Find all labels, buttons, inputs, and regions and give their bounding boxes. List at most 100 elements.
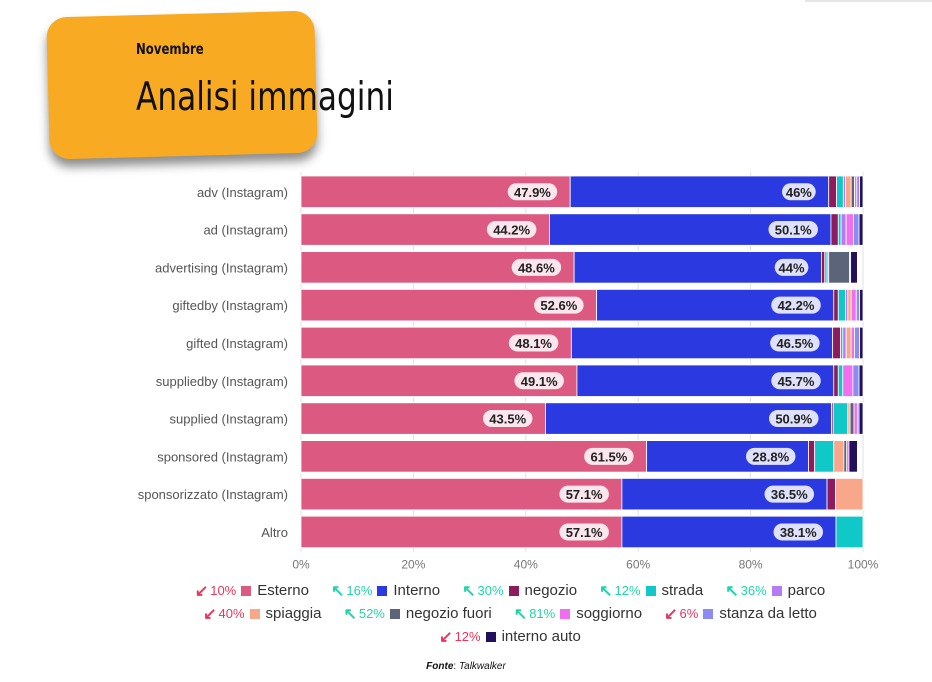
arrow-up-left-icon: ↖ [725,582,739,600]
data-label-pill [770,334,820,352]
legend-row: ↙ 12% interno auto [150,625,870,648]
legend-swatch [249,608,260,619]
trend-indicator: ↙ 40% [203,604,244,624]
data-label-pill [773,523,824,541]
category-label: giftedby (Instagram) [172,298,288,313]
arrow-down-left-icon: ↙ [664,605,678,623]
trend-indicator: ↖ 30% [462,581,503,601]
bar-segment-negozio-fuori [849,402,855,435]
data-label: 36.5% [771,487,808,502]
arrow-up-left-icon: ↖ [513,605,528,623]
data-label-pill [534,296,584,314]
trend-indicator: ↖ 52% [343,604,384,624]
bar-segment-negozio [808,440,816,473]
bar-segment-spiaggia [835,477,864,511]
data-label: 43.5% [489,412,526,427]
bar-segment-stanza-da-letto [854,326,861,360]
legend-row: ↙ 40% spiaggia ↖ 52% negozio fuori ↖ 81% soggior… [150,602,870,625]
trend-percent: 40% [218,606,245,621]
data-label-pill [514,372,564,390]
bar-segment-interno-auto [859,175,864,208]
bar-segment-spiaggia [833,440,845,473]
data-label-pill [559,523,609,541]
category-label: sponsored (Instagram) [157,449,288,464]
source-note: Fonte: Talkwalker [426,661,506,672]
data-label-pill [764,485,815,503]
x-tick-label: 40% [514,558,538,572]
bar-segment-interno-auto [858,402,864,435]
data-label-pill [771,296,821,314]
legend-item: ↖ 30% negozio [462,581,577,601]
bar-segment-negozio [833,364,839,397]
bar-segment-interno-auto [859,288,864,322]
data-label-pill [482,410,533,428]
legend-label: Esterno [257,582,309,599]
legend-swatch [241,585,252,596]
trend-percent: 81% [529,606,556,621]
bar-segment-strada [835,515,864,549]
data-label: 38.1% [780,525,817,540]
data-label-pill [771,372,821,390]
legend-row: ↙ 10% Esterno ↖ 16% Interno ↖ 30% negozio ↖ 12% str… [150,579,870,602]
data-label: 61.5% [590,449,627,464]
legend-item: ↙ 6% stanza da letto [664,604,817,624]
bar-segment-negozio [832,326,841,360]
trend-indicator: ↖ 36% [725,581,766,601]
page-title: Analisi immagini [136,75,394,120]
trend-indicator: ↖ 16% [331,581,372,601]
bar-segment-negozio [821,251,826,284]
legend-swatch [703,608,714,619]
data-label: 47.9% [514,185,551,200]
data-label: 48.1% [515,336,552,351]
category-label: sponsorizzato (Instagram) [138,487,288,502]
data-label: 46% [786,185,812,200]
data-label-pill [507,183,558,201]
category-label: Altro [261,525,288,540]
bar-segment-interno-auto [858,213,864,246]
data-label: 42.2% [778,298,815,313]
bar-segment-negozio-fuori [850,175,855,208]
arrow-down-left-icon: ↙ [439,628,453,646]
data-label: 45.7% [778,374,815,389]
data-label-pill [486,221,537,239]
data-label: 57.1% [566,525,603,540]
bar-segment-soggiorno [842,364,854,397]
bar-segment-interno-auto [850,251,858,284]
page-subtitle: Novembre [136,40,204,58]
legend-swatch [377,585,388,596]
bar-segment-stanza-da-letto [856,175,861,208]
bar-segment-interno-auto [859,326,864,360]
bar-segment-spiaggia [847,288,852,322]
top-divider [805,0,932,2]
bar-segment-strada [832,402,849,435]
x-tick-label: 20% [401,558,425,572]
legend-item: ↖ 12% strada [599,581,703,601]
bar-segment-soggiorno [850,288,857,322]
bar-segment-soggiorno [853,402,858,435]
arrow-down-left-icon: ↙ [203,605,217,623]
bar-segment-strada [836,175,844,208]
bar-segment-strada [837,213,842,246]
data-label-pill [511,258,562,276]
bar-segment-negozio-fuori [828,251,850,284]
data-label-pill [769,410,819,428]
data-label-pill [774,258,809,276]
legend-swatch [645,585,656,596]
trend-indicator: ↙ 12% [439,627,480,647]
legend-swatch [771,585,782,596]
legend-item: ↖ 52% negozio fuori [343,604,491,624]
trend-percent: 52% [358,606,385,621]
bar-segment-stanza-da-letto [852,364,860,397]
legend-swatch [508,585,519,596]
legend-swatch [389,608,400,619]
legend-label: spiaggia [265,605,322,622]
trend-indicator: ↖ 12% [599,581,640,601]
bar-segment-soggiorno [850,326,855,360]
bar-segment-stanza-da-letto [855,288,861,322]
trend-percent: 12% [454,629,481,644]
arrow-up-left-icon: ↖ [462,582,476,600]
data-label: 48.6% [518,260,555,275]
bar-segment-interno-auto [858,364,864,397]
trend-indicator: ↙ 6% [664,604,698,624]
trend-indicator: ↙ 10% [195,581,236,601]
